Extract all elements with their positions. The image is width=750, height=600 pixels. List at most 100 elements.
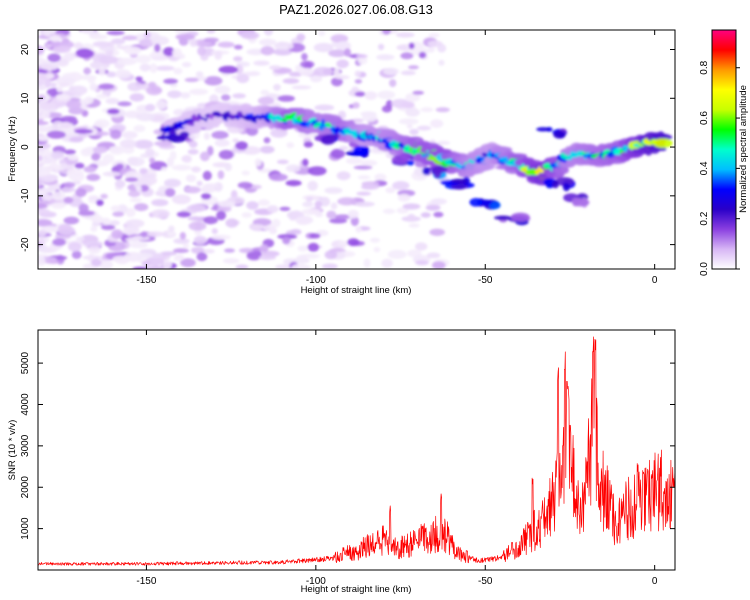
noise-blob [261, 250, 280, 257]
noise-blob [334, 75, 350, 80]
noise-blob [38, 203, 48, 209]
noise-blob [420, 212, 431, 218]
noise-blob [344, 48, 351, 57]
noise-blob [400, 70, 416, 76]
noise-blob [254, 158, 262, 167]
noise-blob [360, 184, 380, 190]
noise-blob [269, 173, 288, 182]
branch-blob [391, 154, 409, 165]
noise-blob [204, 76, 223, 86]
noise-blob [88, 195, 99, 201]
noise-blob [408, 65, 419, 70]
noise-blob [164, 178, 181, 188]
noise-blob [122, 131, 138, 139]
noise-blob [420, 107, 434, 113]
noise-blob [106, 30, 125, 36]
noise-blob [63, 182, 76, 188]
noise-blob [38, 238, 45, 246]
noise-blob [187, 149, 199, 155]
noise-blob [415, 260, 429, 266]
noise-blob [400, 52, 414, 60]
noise-blob [38, 94, 45, 101]
noise-blob [38, 208, 50, 214]
noise-blob [173, 256, 184, 261]
noise-blob [39, 101, 57, 110]
snr-series-line [38, 336, 675, 566]
noise-blob [115, 163, 124, 170]
noise-blob [69, 175, 77, 181]
noise-blob [182, 243, 190, 249]
noise-blob [238, 247, 255, 254]
noise-blob [196, 180, 203, 187]
noise-blob [363, 258, 371, 268]
noise-blob [313, 66, 333, 77]
noise-blob [352, 102, 360, 109]
noise-blob [355, 226, 363, 233]
branch-blob [432, 165, 448, 174]
branch-blob [167, 135, 187, 143]
spectrogram-ytick-label: 10 [20, 92, 31, 104]
snr-xtick-label: -100 [306, 576, 326, 587]
noise-blob [357, 56, 368, 65]
noise-blob [64, 149, 76, 155]
snr-ytick-label: 3000 [20, 434, 31, 457]
noise-blob [101, 224, 116, 230]
noise-blob [301, 53, 308, 61]
noise-blob [162, 260, 172, 269]
noise-blob [69, 136, 84, 143]
ridge-blob-halo [659, 147, 667, 151]
noise-blob [354, 91, 366, 97]
noise-blob [47, 53, 61, 63]
noise-blob [253, 60, 270, 66]
noise-blob [83, 166, 97, 173]
noise-blob [173, 248, 189, 254]
noise-blob [176, 211, 191, 218]
noise-blob [374, 173, 387, 182]
noise-blob [301, 208, 321, 216]
noise-blob [350, 216, 359, 227]
noise-blob [233, 56, 243, 62]
noise-blob [55, 93, 69, 101]
noise-blob [73, 42, 83, 50]
noise-blob [426, 252, 441, 259]
noise-blob [135, 253, 153, 258]
noise-blob [195, 71, 204, 77]
branch-blob [489, 201, 501, 210]
noise-blob [258, 38, 277, 46]
noise-blob [38, 136, 50, 142]
noise-blob [90, 258, 102, 267]
noise-blob [211, 228, 218, 235]
noise-blob [339, 145, 349, 151]
noise-blob [258, 199, 270, 207]
noise-blob [88, 245, 101, 255]
noise-blob [206, 30, 216, 34]
noise-blob [188, 221, 207, 231]
noise-blob [155, 65, 175, 71]
noise-blob [270, 128, 288, 138]
spectrogram-ytick-label: -20 [20, 237, 31, 252]
noise-blob [314, 200, 322, 209]
noise-blob [151, 209, 170, 219]
noise-blob [99, 46, 114, 52]
noise-blob [430, 119, 444, 128]
noise-blob [310, 74, 323, 83]
noise-blob [356, 191, 372, 196]
noise-blob [297, 245, 308, 252]
noise-blob [165, 188, 176, 197]
noise-blob [49, 34, 62, 43]
noise-blob [214, 85, 231, 94]
noise-blob [185, 174, 197, 183]
noise-blob [217, 200, 235, 207]
noise-blob [173, 238, 190, 245]
noise-blob [425, 204, 441, 211]
noise-blob [56, 85, 63, 93]
noise-blob [44, 78, 52, 88]
noise-blob [246, 251, 262, 261]
noise-blob [273, 83, 281, 91]
spectrogram-ytick-label: 20 [20, 44, 31, 56]
colorbar-tick-label: 0.2 [699, 211, 710, 225]
noise-blob [60, 115, 77, 121]
noise-blob [66, 99, 82, 110]
snr-y-axis-label: SNR (10 * v/v) [7, 420, 18, 481]
